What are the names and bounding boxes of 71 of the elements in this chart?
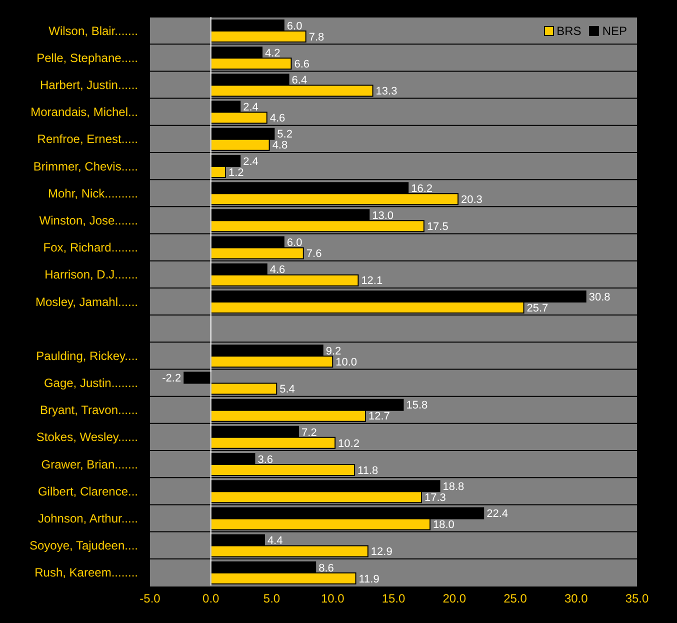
data-label: 10.2 [338,438,360,450]
x-tick-label: 10.0 [320,592,345,606]
data-label: 4.8 [272,140,288,152]
y-tick-label: Paulding, Rickey.... [36,348,138,363]
y-tick-label: Mohr, Nick.......... [48,186,138,200]
y-tick-label: Mosley, Jamahl...... [36,294,138,309]
y-tick-label: Grawer, Brian....... [41,457,138,472]
legend-label: BRS [556,24,582,38]
data-label: 18.0 [433,519,454,532]
data-label: 17.3 [424,492,446,504]
data-label: 11.8 [358,464,378,477]
y-tick-label: Johnson, Arthur..... [38,512,138,526]
x-tick-label: 0.0 [202,592,220,606]
data-label: 16.2 [411,182,433,195]
y-tick-label: Rush, Kareem........ [34,566,138,580]
data-label: 17.5 [426,221,448,234]
x-tick-label: 5.0 [263,592,280,606]
data-label: 7.8 [308,31,324,44]
y-tick-label: Pelle, Stephane..... [36,50,138,65]
y-tick-label: Fox, Richard........ [43,240,138,255]
y-tick-label: Renfroe, Ernest..... [37,132,138,146]
data-label: 5.4 [280,384,295,396]
data-label: 5.2 [277,128,292,141]
data-label: 6.0 [286,237,302,250]
data-label: -2.2 [162,372,182,385]
x-tick-label: -5.0 [140,592,161,606]
data-label: 7.2 [302,426,317,439]
data-label: 6.0 [286,20,302,32]
y-tick-label: Brimmer, Chevis..... [33,159,138,174]
legend-label: NEP [602,24,627,38]
y-tick-label: Soyoye, Tajudeen.... [29,538,138,553]
data-label: 4.6 [270,264,286,276]
x-tick-label: 15.0 [382,592,406,606]
data-label: 15.8 [406,400,428,412]
y-tick-label: Wilson, Blair....... [48,24,138,38]
data-label: 2.4 [243,156,258,168]
x-tick-label: 30.0 [564,592,588,606]
data-label: 11.9 [358,573,380,586]
data-label: 4.6 [270,112,286,125]
data-label: 12.7 [368,410,390,423]
y-tick-label: Harrison, D.J....... [44,268,138,282]
y-tick-label: Gilbert, Clarence... [38,484,138,498]
y-tick-label: Winston, Jose....... [39,213,138,228]
data-label: 30.8 [588,291,610,304]
data-label: 6.4 [292,74,308,87]
data-label: 13.3 [376,86,398,98]
data-label: 12.9 [370,546,392,558]
data-label: 13.0 [372,210,394,222]
y-tick-label: Harbert, Justin...... [40,78,138,92]
data-label: 2.4 [243,102,258,114]
data-label: 7.6 [306,248,322,260]
x-tick-label: 25.0 [504,592,528,606]
data-label: 9.2 [326,345,342,358]
data-label: 10.0 [336,356,358,368]
data-label: 22.4 [486,508,508,520]
data-label: 6.6 [294,58,310,70]
data-label: 3.6 [258,454,273,466]
y-tick-label: Gage, Justin........ [44,376,138,390]
data-label: 8.6 [318,562,334,574]
data-label: 12.1 [361,275,383,288]
data-label: 18.8 [442,480,464,493]
y-tick-label: Morandais, Michel... [30,105,138,120]
y-tick-label: Stokes, Wesley...... [36,430,138,444]
x-tick-label: 20.0 [442,592,466,606]
data-label: 4.2 [265,47,280,60]
data-label: 1.2 [228,166,244,179]
x-tick-label: 35.0 [625,592,649,606]
data-label: 4.4 [267,535,283,548]
y-tick-label: Bryant, Travon...... [40,403,138,418]
data-label: 20.3 [461,194,482,206]
data-label: 25.7 [526,302,548,314]
